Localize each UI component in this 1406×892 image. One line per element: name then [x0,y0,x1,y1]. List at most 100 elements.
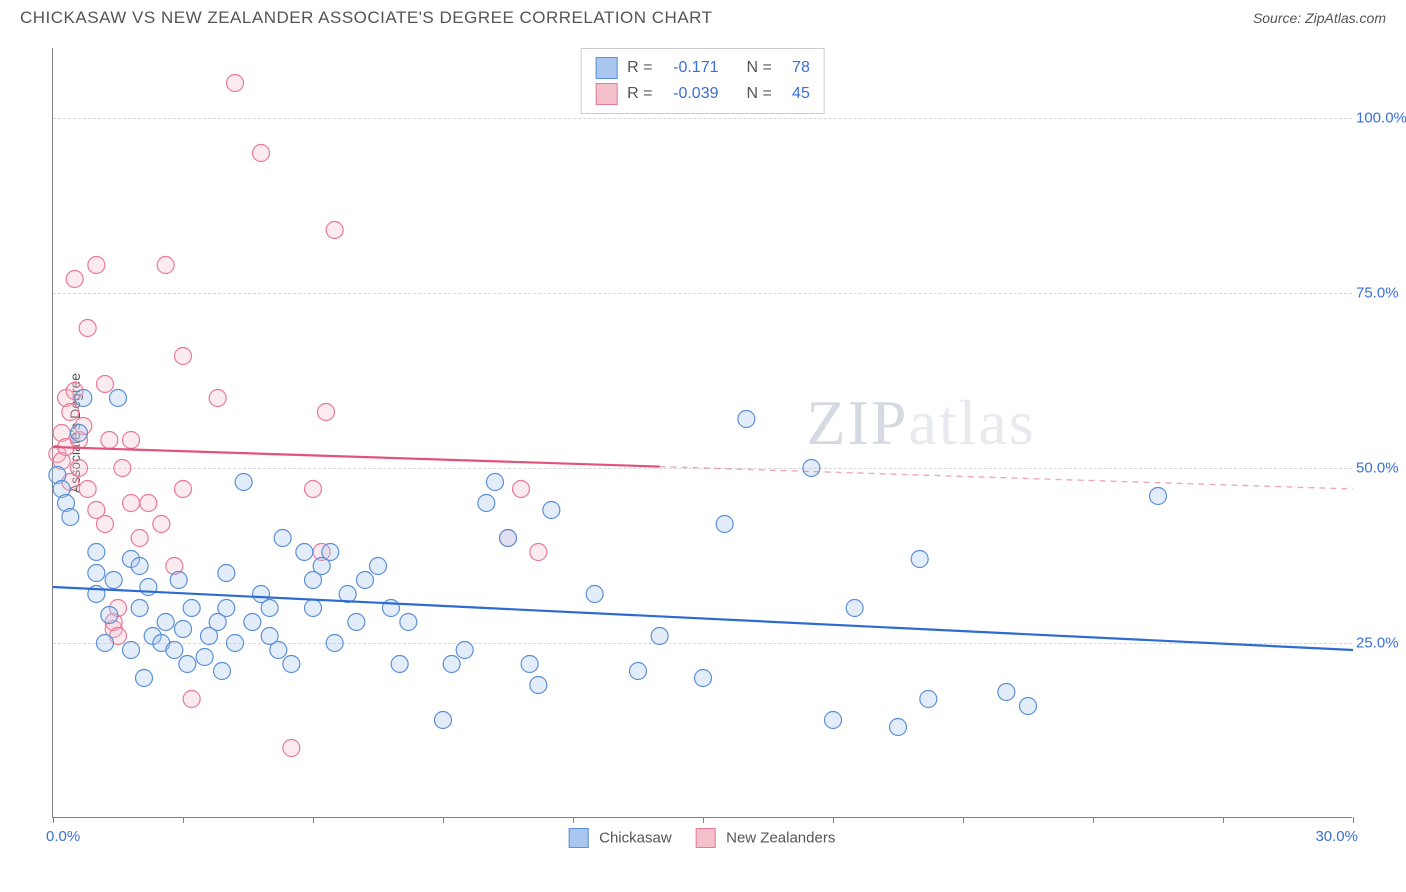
chickasaw-point [88,565,105,582]
y-tick-label: 50.0% [1356,460,1406,477]
x-tick [703,817,704,823]
y-tick-label: 25.0% [1356,635,1406,652]
chickasaw-point [105,572,122,589]
chickasaw-point [846,600,863,617]
chickasaw-point [274,530,291,547]
nz-point [123,432,140,449]
x-tick [443,817,444,823]
stats-N-nz: 45 [782,85,810,103]
nz-point [66,271,83,288]
x-tick [1223,817,1224,823]
nz-trendline-solid [53,447,660,467]
chickasaw-point [71,425,88,442]
y-tick-label: 75.0% [1356,285,1406,302]
chickasaw-point [391,656,408,673]
chickasaw-point [487,474,504,491]
legend-label-chickasaw: Chickasaw [599,830,672,847]
nz-point [153,516,170,533]
chickasaw-point [1020,698,1037,715]
scatter-svg [53,48,1353,818]
chickasaw-point [890,719,907,736]
stats-R-label: R = [627,59,652,77]
chickasaw-point [157,614,174,631]
x-axis-labels: 0.0% Chickasaw New Zealanders 30.0% [52,828,1352,852]
nz-point [88,257,105,274]
nz-point [283,740,300,757]
nz-point [123,495,140,512]
chickasaw-point [62,509,79,526]
chickasaw-point [530,677,547,694]
stats-row-chickasaw: R = -0.171 N = 78 [595,55,810,81]
chickasaw-point [998,684,1015,701]
chickasaw-point [348,614,365,631]
nz-trendline-dashed [660,467,1353,489]
chickasaw-point [695,670,712,687]
chickasaw-point [214,663,231,680]
bottom-legend: Chickasaw New Zealanders [569,828,836,848]
chickasaw-point [101,607,118,624]
chickasaw-point [920,691,937,708]
stats-R-label: R = [627,85,652,103]
nz-point [227,75,244,92]
stats-N-chickasaw: 78 [782,59,810,77]
chickasaw-point [716,516,733,533]
nz-point [140,495,157,512]
nz-point [97,516,114,533]
chickasaw-point [166,642,183,659]
chickasaw-point [175,621,192,638]
chickasaw-point [227,635,244,652]
nz-point [175,481,192,498]
chickasaw-point [136,670,153,687]
chickasaw-point [435,712,452,729]
chickasaw-point [322,544,339,561]
chickasaw-point [803,460,820,477]
chickasaw-point [456,642,473,659]
nz-point [253,145,270,162]
x-axis-min-label: 0.0% [46,828,80,845]
chickasaw-point [97,635,114,652]
stats-N-label: N = [747,59,772,77]
chickasaw-point [357,572,374,589]
chickasaw-point [521,656,538,673]
chickasaw-point [131,558,148,575]
x-tick [1093,817,1094,823]
chickasaw-point [478,495,495,512]
chickasaw-point [179,656,196,673]
chickasaw-point [630,663,647,680]
stats-swatch-nz [595,83,617,105]
x-tick [573,817,574,823]
nz-point [131,530,148,547]
x-tick [53,817,54,823]
chickasaw-point [825,712,842,729]
nz-point [79,481,96,498]
chickasaw-point [1150,488,1167,505]
nz-point [175,348,192,365]
chickasaw-point [738,411,755,428]
x-axis-max-label: 30.0% [1315,828,1358,845]
nz-point [101,432,118,449]
chickasaw-point [370,558,387,575]
chickasaw-point [235,474,252,491]
chickasaw-point [296,544,313,561]
legend-item-nz: New Zealanders [696,828,836,848]
plot-region: Associate's Degree 25.0%50.0%75.0%100.0%… [52,48,1352,818]
stats-swatch-chickasaw [595,57,617,79]
y-tick-label: 100.0% [1356,110,1406,127]
chickasaw-point [261,600,278,617]
chickasaw-point [911,551,928,568]
chickasaw-point [131,600,148,617]
chickasaw-point [196,649,213,666]
nz-point [183,691,200,708]
stats-legend-box: R = -0.171 N = 78 R = -0.039 N = 45 [580,48,825,114]
chickasaw-point [244,614,261,631]
chickasaw-point [270,642,287,659]
source-label: Source: ZipAtlas.com [1253,10,1386,26]
x-tick [833,817,834,823]
chickasaw-point [218,600,235,617]
chickasaw-point [326,635,343,652]
chickasaw-point [443,656,460,673]
nz-point [318,404,335,421]
chickasaw-point [651,628,668,645]
nz-point [326,222,343,239]
chickasaw-point [400,614,417,631]
